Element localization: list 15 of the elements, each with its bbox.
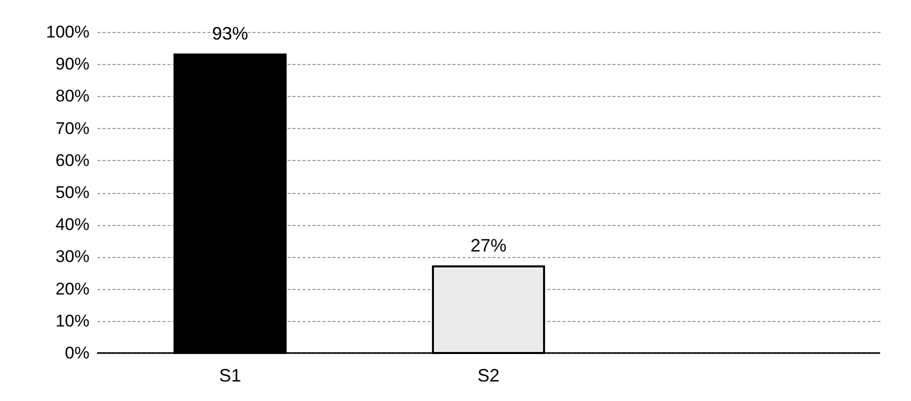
y-tick-label: 30% xyxy=(55,247,90,266)
y-tick-label: 20% xyxy=(55,279,90,298)
data-label: 93% xyxy=(212,23,248,44)
y-tick-label: 0% xyxy=(64,344,90,362)
y-tick-label: 90% xyxy=(55,54,90,74)
x-tick-label: S2 xyxy=(477,366,500,386)
y-tick-label: 60% xyxy=(55,150,90,170)
y-tick-label: 70% xyxy=(55,118,90,138)
y-tick-label: 100% xyxy=(46,22,90,42)
y-tick-label: 50% xyxy=(55,183,90,202)
y-tick-label: 10% xyxy=(55,311,90,330)
y-tick-label: 40% xyxy=(55,215,90,234)
x-tick-label: S1 xyxy=(219,366,242,386)
y-tick-label: 80% xyxy=(55,86,90,106)
data-label: 27% xyxy=(470,235,507,256)
